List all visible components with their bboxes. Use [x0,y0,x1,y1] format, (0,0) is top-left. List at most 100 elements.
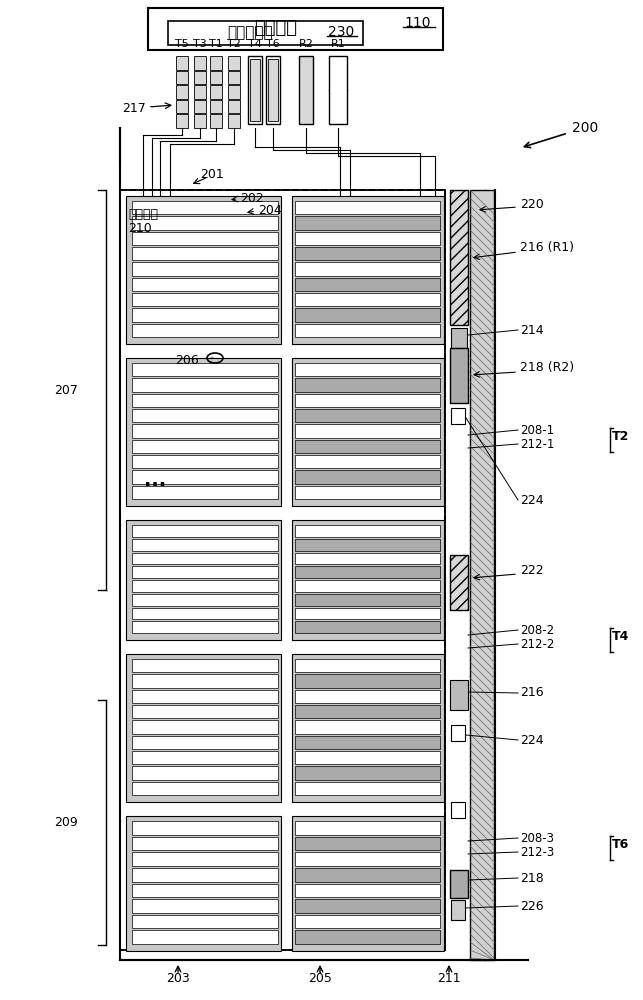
Bar [132,440,278,453]
Text: T4: T4 [248,39,262,49]
Text: 208-3: 208-3 [520,832,554,844]
Bar [126,816,281,951]
Bar [132,232,278,245]
Bar [228,100,240,113]
Bar [132,278,278,291]
Bar [148,8,443,50]
Text: 222: 222 [520,564,543,576]
Bar [132,308,278,322]
Bar [132,525,278,537]
Text: 203: 203 [166,972,190,984]
Bar [132,837,278,850]
Bar [295,486,440,499]
Text: 206: 206 [175,354,199,366]
Bar [295,470,440,484]
Bar [450,348,468,403]
Bar [132,424,278,438]
Bar [132,409,278,422]
Bar [132,766,278,780]
Text: 208-1: 208-1 [520,424,554,436]
Text: T4: T4 [612,631,629,644]
Bar [132,899,278,913]
Text: 有效区域: 有效区域 [128,209,158,222]
Text: 214: 214 [520,324,543,336]
Bar [292,196,444,344]
Bar [295,539,440,550]
Bar [210,100,222,113]
Bar [132,486,278,499]
Bar [295,915,440,928]
Bar [132,552,278,564]
Bar [295,690,440,703]
Bar [295,751,440,764]
Bar [295,424,440,438]
Text: ...: ... [144,471,166,489]
Bar [248,56,262,124]
Bar [451,900,465,920]
Text: T2: T2 [227,39,241,49]
Bar [295,659,440,672]
Bar [132,884,278,897]
Bar [194,100,206,113]
Bar [450,870,468,898]
Bar [450,190,468,325]
Bar [132,363,278,376]
Text: T6: T6 [612,838,629,852]
Bar [132,868,278,882]
Text: 201: 201 [200,168,224,182]
Bar [126,196,281,344]
Bar [292,520,444,640]
Bar [132,566,278,578]
Bar [292,816,444,951]
Bar [292,358,444,506]
Bar [132,852,278,866]
Bar [132,736,278,749]
Text: 216: 216 [520,686,543,700]
Text: T5: T5 [175,39,189,49]
Text: 211: 211 [437,972,461,984]
Bar [295,720,440,734]
Text: 209: 209 [54,816,78,829]
Bar [295,394,440,407]
Bar [295,852,440,866]
Bar [132,659,278,672]
Text: 224: 224 [520,734,543,746]
Bar [450,555,468,610]
Bar [295,594,440,605]
Bar [295,440,440,453]
Bar [295,308,440,322]
Bar [132,621,278,633]
Text: R1: R1 [331,39,345,49]
Bar [132,674,278,688]
Bar [295,278,440,291]
Bar [132,915,278,928]
Bar [295,293,440,306]
Bar [168,21,363,45]
Text: 208-2: 208-2 [520,624,554,637]
Text: T3: T3 [193,39,207,49]
Bar [176,85,188,99]
Bar [295,201,440,214]
Bar [295,247,440,260]
Bar [295,324,440,337]
Text: 200: 200 [572,121,598,135]
Bar [132,751,278,764]
Bar [132,216,278,230]
Bar [126,520,281,640]
Text: 202: 202 [240,192,264,205]
Bar [132,324,278,337]
Bar [295,621,440,633]
Bar [295,455,440,468]
Bar [295,566,440,578]
Bar [268,59,278,121]
Bar [176,56,188,70]
Text: 218 (R2): 218 (R2) [520,361,574,374]
Bar [120,190,445,950]
Bar [132,580,278,592]
Bar [132,720,278,734]
Text: 212-3: 212-3 [520,846,554,858]
Bar [176,114,188,128]
Bar [329,56,347,124]
Text: T1: T1 [209,39,223,49]
Bar [295,607,440,619]
